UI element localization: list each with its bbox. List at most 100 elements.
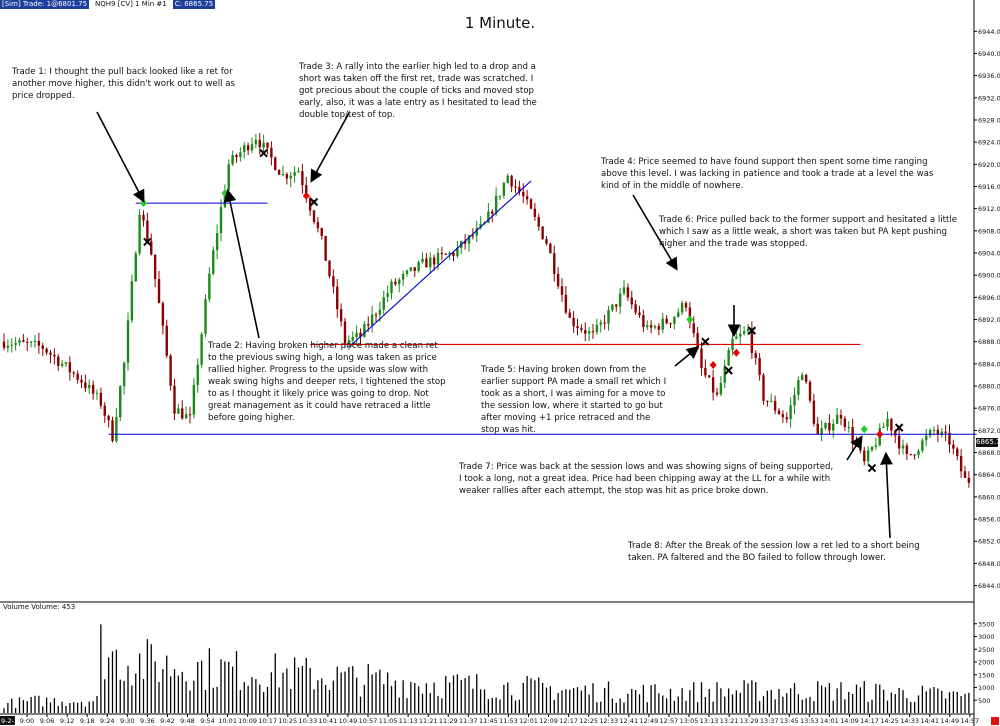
exit-marker (867, 463, 877, 473)
annotation-arrow (846, 435, 863, 461)
candle-body (53, 354, 56, 357)
x-tick-label: 12:57 (660, 717, 679, 725)
y-tick-label: 6928.00 (978, 116, 1000, 124)
candle-body (22, 340, 25, 342)
candle-body (161, 303, 165, 326)
candle-body (630, 297, 633, 305)
y-tick-label: 6932.00 (978, 94, 1000, 102)
candle-body (839, 414, 843, 419)
x-tick-label: 14:01 (820, 717, 839, 725)
candle-body (142, 214, 145, 221)
exit-marker (747, 326, 757, 335)
candle-body (355, 332, 358, 337)
candle-body (498, 195, 502, 197)
candle-body (6, 345, 10, 348)
x-tick-label: 13:53 (800, 717, 819, 725)
candle-body (270, 147, 273, 158)
candle-body (60, 363, 64, 366)
x-tick-label: 12:25 (579, 717, 598, 725)
candle-body (959, 456, 963, 472)
candle-body (440, 252, 444, 254)
entry-long-marker (860, 425, 868, 434)
candle-body (653, 326, 657, 328)
x-tick-label: 11:05 (379, 717, 398, 725)
candle-body (758, 358, 761, 376)
indicator-square-icon (991, 717, 999, 725)
candle-body (370, 314, 374, 326)
x-tick-label: 9:48 (180, 717, 195, 725)
candle-body (948, 432, 951, 445)
candle-body (890, 418, 893, 431)
candle-body (10, 344, 13, 346)
candle-body (324, 235, 327, 261)
candle-body (661, 318, 664, 330)
candle-body (448, 253, 451, 255)
candle-body (192, 384, 196, 415)
candle-body (26, 341, 29, 343)
candle-body (332, 276, 335, 287)
exit-marker (309, 197, 319, 207)
exit-marker (724, 366, 733, 375)
candle-body (688, 307, 692, 324)
volume-tick-label: 3500 (978, 620, 995, 628)
candle-body (277, 169, 281, 175)
annotation-trade-5: Trade 5: Having broken down from the ear… (481, 365, 667, 435)
candle-body (669, 323, 672, 325)
candle-body (909, 453, 912, 455)
candle-body (634, 304, 637, 313)
candle-body (390, 281, 393, 294)
candle-body (506, 175, 509, 183)
annotation-trade-4: Trade 4: Price seemed to have found supp… (601, 157, 934, 191)
candle-body (657, 326, 661, 330)
candle-body (816, 423, 819, 435)
candle-body (541, 226, 544, 240)
candle-body (235, 154, 238, 158)
x-tick-label: 11:45 (479, 717, 498, 725)
candle-body (529, 199, 533, 209)
x-tick-label: 14:49 (940, 717, 959, 725)
candle-body (29, 341, 33, 343)
candle-body (882, 426, 885, 429)
candle-body (134, 253, 137, 282)
candle-body (556, 273, 560, 287)
candle-body (382, 297, 385, 310)
instrument-label: [Sim] Trade: 1@6801.75 (0, 0, 90, 9)
candle-body (293, 172, 296, 176)
candle-body (781, 414, 785, 418)
candle-body (359, 332, 362, 337)
candle-body (638, 312, 641, 316)
candle-body (421, 258, 424, 263)
y-tick-label: 6944.00 (978, 28, 1000, 36)
candle-body (525, 196, 529, 200)
entry-long-marker (140, 199, 147, 208)
candle-body (742, 331, 746, 334)
candle-body (57, 356, 60, 366)
candle-body (874, 445, 878, 447)
candle-body (91, 384, 95, 394)
candle-body (673, 316, 676, 324)
candle-body (913, 454, 916, 456)
x-tick-label: 12:33 (599, 717, 618, 725)
y-tick-label: 6868.00 (978, 449, 1000, 457)
y-tick-label: 6888.00 (978, 338, 1000, 346)
candle-body (49, 352, 52, 355)
candle-body (115, 417, 118, 442)
candle-body (386, 293, 389, 298)
candle-body (956, 448, 959, 457)
candle-body (285, 174, 289, 179)
candle-body (932, 429, 936, 431)
last-price-tag: 6865.75 (976, 438, 1000, 447)
candle-body (246, 145, 250, 151)
annotation-arrow (310, 112, 350, 183)
candle-body (343, 321, 347, 344)
candle-body (328, 260, 331, 277)
candle-body (72, 372, 75, 374)
entry-short-marker (732, 348, 740, 357)
candle-body (184, 414, 188, 419)
candle-body (793, 394, 796, 406)
candle-body (886, 418, 889, 427)
candle-body (533, 208, 537, 217)
candle-body (808, 381, 812, 401)
y-tick-label: 6892.00 (978, 316, 1000, 324)
candle-body (595, 324, 599, 333)
